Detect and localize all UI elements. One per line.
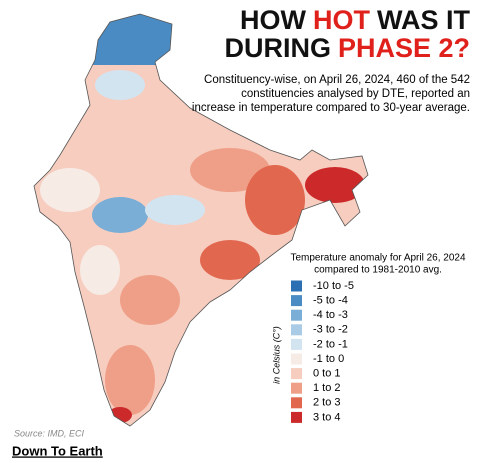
title-line: DURING PHASE 2?	[224, 33, 470, 63]
title-word: PHASE 2?	[338, 33, 470, 63]
legend-swatch	[291, 353, 302, 365]
legend-label: 2 to 3	[313, 397, 341, 409]
subtitle: Constituency-wise, on April 26, 2024, 46…	[204, 74, 470, 86]
legend-swatch	[291, 411, 302, 423]
title-word: WAS IT	[377, 5, 471, 35]
legend-title: compared to 1981-2010 avg.	[314, 265, 442, 276]
legend-swatch	[291, 324, 302, 336]
legend-label: -10 to -5	[313, 280, 354, 292]
legend-label: 3 to 4	[313, 411, 341, 423]
title-word: DURING	[224, 33, 331, 63]
source: Source: IMD, ECI	[14, 428, 85, 438]
title-word: HOT	[313, 5, 371, 35]
legend-label: -2 to -1	[313, 338, 348, 350]
legend-label: -1 to 0	[313, 353, 344, 365]
legend-swatch	[291, 338, 302, 350]
legend-swatch	[291, 295, 302, 307]
legend-label: 1 to 2	[313, 382, 341, 394]
legend-unit: in Celsius (C°)	[271, 326, 281, 384]
legend-label: -3 to -2	[313, 324, 348, 336]
legend-swatch	[291, 397, 302, 409]
legend-swatch	[291, 280, 302, 292]
legend-swatch	[291, 309, 302, 321]
legend-label: 0 to 1	[313, 368, 341, 380]
brand: Down To Earth	[12, 443, 103, 458]
legend-label: -5 to -4	[313, 295, 348, 307]
legend-swatch	[291, 368, 302, 380]
title-line: HOW HOT WAS IT	[240, 5, 470, 35]
legend-label: -4 to -3	[313, 309, 348, 321]
legend: -10 to -5 -5 to -4 -4 to -3 -3 to -2 -2 to -…	[291, 280, 354, 423]
map-outline	[33, 13, 369, 427]
title-word: HOW	[240, 5, 307, 35]
legend-title: Temperature anomaly for April 26, 2024	[290, 253, 466, 264]
subtitle: constituencies analysed by DTE, reported…	[241, 88, 470, 100]
legend-swatch	[291, 382, 302, 394]
subtitle: increase in temperature compared to 30-y…	[192, 102, 470, 114]
